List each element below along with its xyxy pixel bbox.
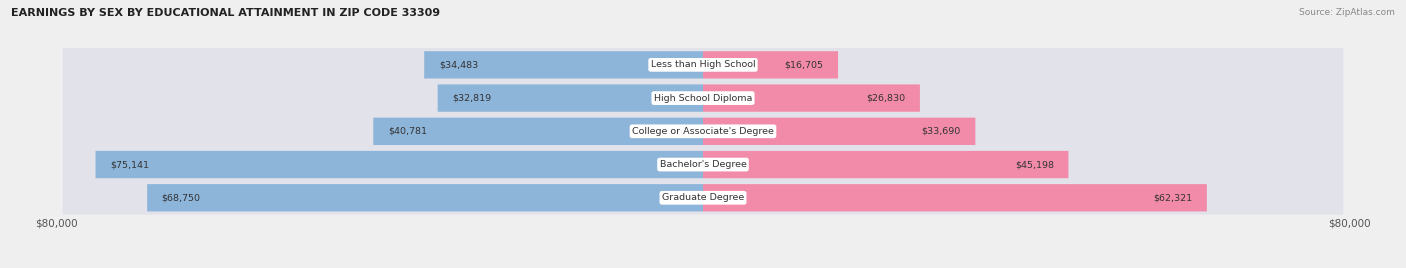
FancyBboxPatch shape: [374, 118, 703, 145]
Text: Bachelor's Degree: Bachelor's Degree: [659, 160, 747, 169]
FancyBboxPatch shape: [703, 51, 838, 79]
Text: $75,141: $75,141: [110, 160, 149, 169]
Text: $62,321: $62,321: [1153, 193, 1192, 202]
Text: $68,750: $68,750: [162, 193, 201, 202]
Text: Graduate Degree: Graduate Degree: [662, 193, 744, 202]
FancyBboxPatch shape: [703, 118, 976, 145]
FancyBboxPatch shape: [63, 181, 1343, 215]
Text: Source: ZipAtlas.com: Source: ZipAtlas.com: [1299, 8, 1395, 17]
FancyBboxPatch shape: [437, 84, 703, 112]
FancyBboxPatch shape: [63, 148, 1343, 181]
FancyBboxPatch shape: [703, 184, 1206, 211]
FancyBboxPatch shape: [425, 51, 703, 79]
Text: $45,198: $45,198: [1015, 160, 1054, 169]
FancyBboxPatch shape: [63, 81, 1343, 115]
FancyBboxPatch shape: [703, 151, 1069, 178]
Text: College or Associate's Degree: College or Associate's Degree: [633, 127, 773, 136]
Text: $40,781: $40,781: [388, 127, 427, 136]
FancyBboxPatch shape: [63, 48, 1343, 82]
Text: EARNINGS BY SEX BY EDUCATIONAL ATTAINMENT IN ZIP CODE 33309: EARNINGS BY SEX BY EDUCATIONAL ATTAINMEN…: [11, 8, 440, 18]
FancyBboxPatch shape: [96, 151, 703, 178]
FancyBboxPatch shape: [703, 84, 920, 112]
Text: $33,690: $33,690: [921, 127, 960, 136]
Text: $34,483: $34,483: [439, 60, 478, 69]
FancyBboxPatch shape: [63, 114, 1343, 148]
FancyBboxPatch shape: [148, 184, 703, 211]
Text: $16,705: $16,705: [785, 60, 824, 69]
Text: Less than High School: Less than High School: [651, 60, 755, 69]
Text: High School Diploma: High School Diploma: [654, 94, 752, 103]
Text: $32,819: $32,819: [453, 94, 491, 103]
Text: $26,830: $26,830: [866, 94, 905, 103]
